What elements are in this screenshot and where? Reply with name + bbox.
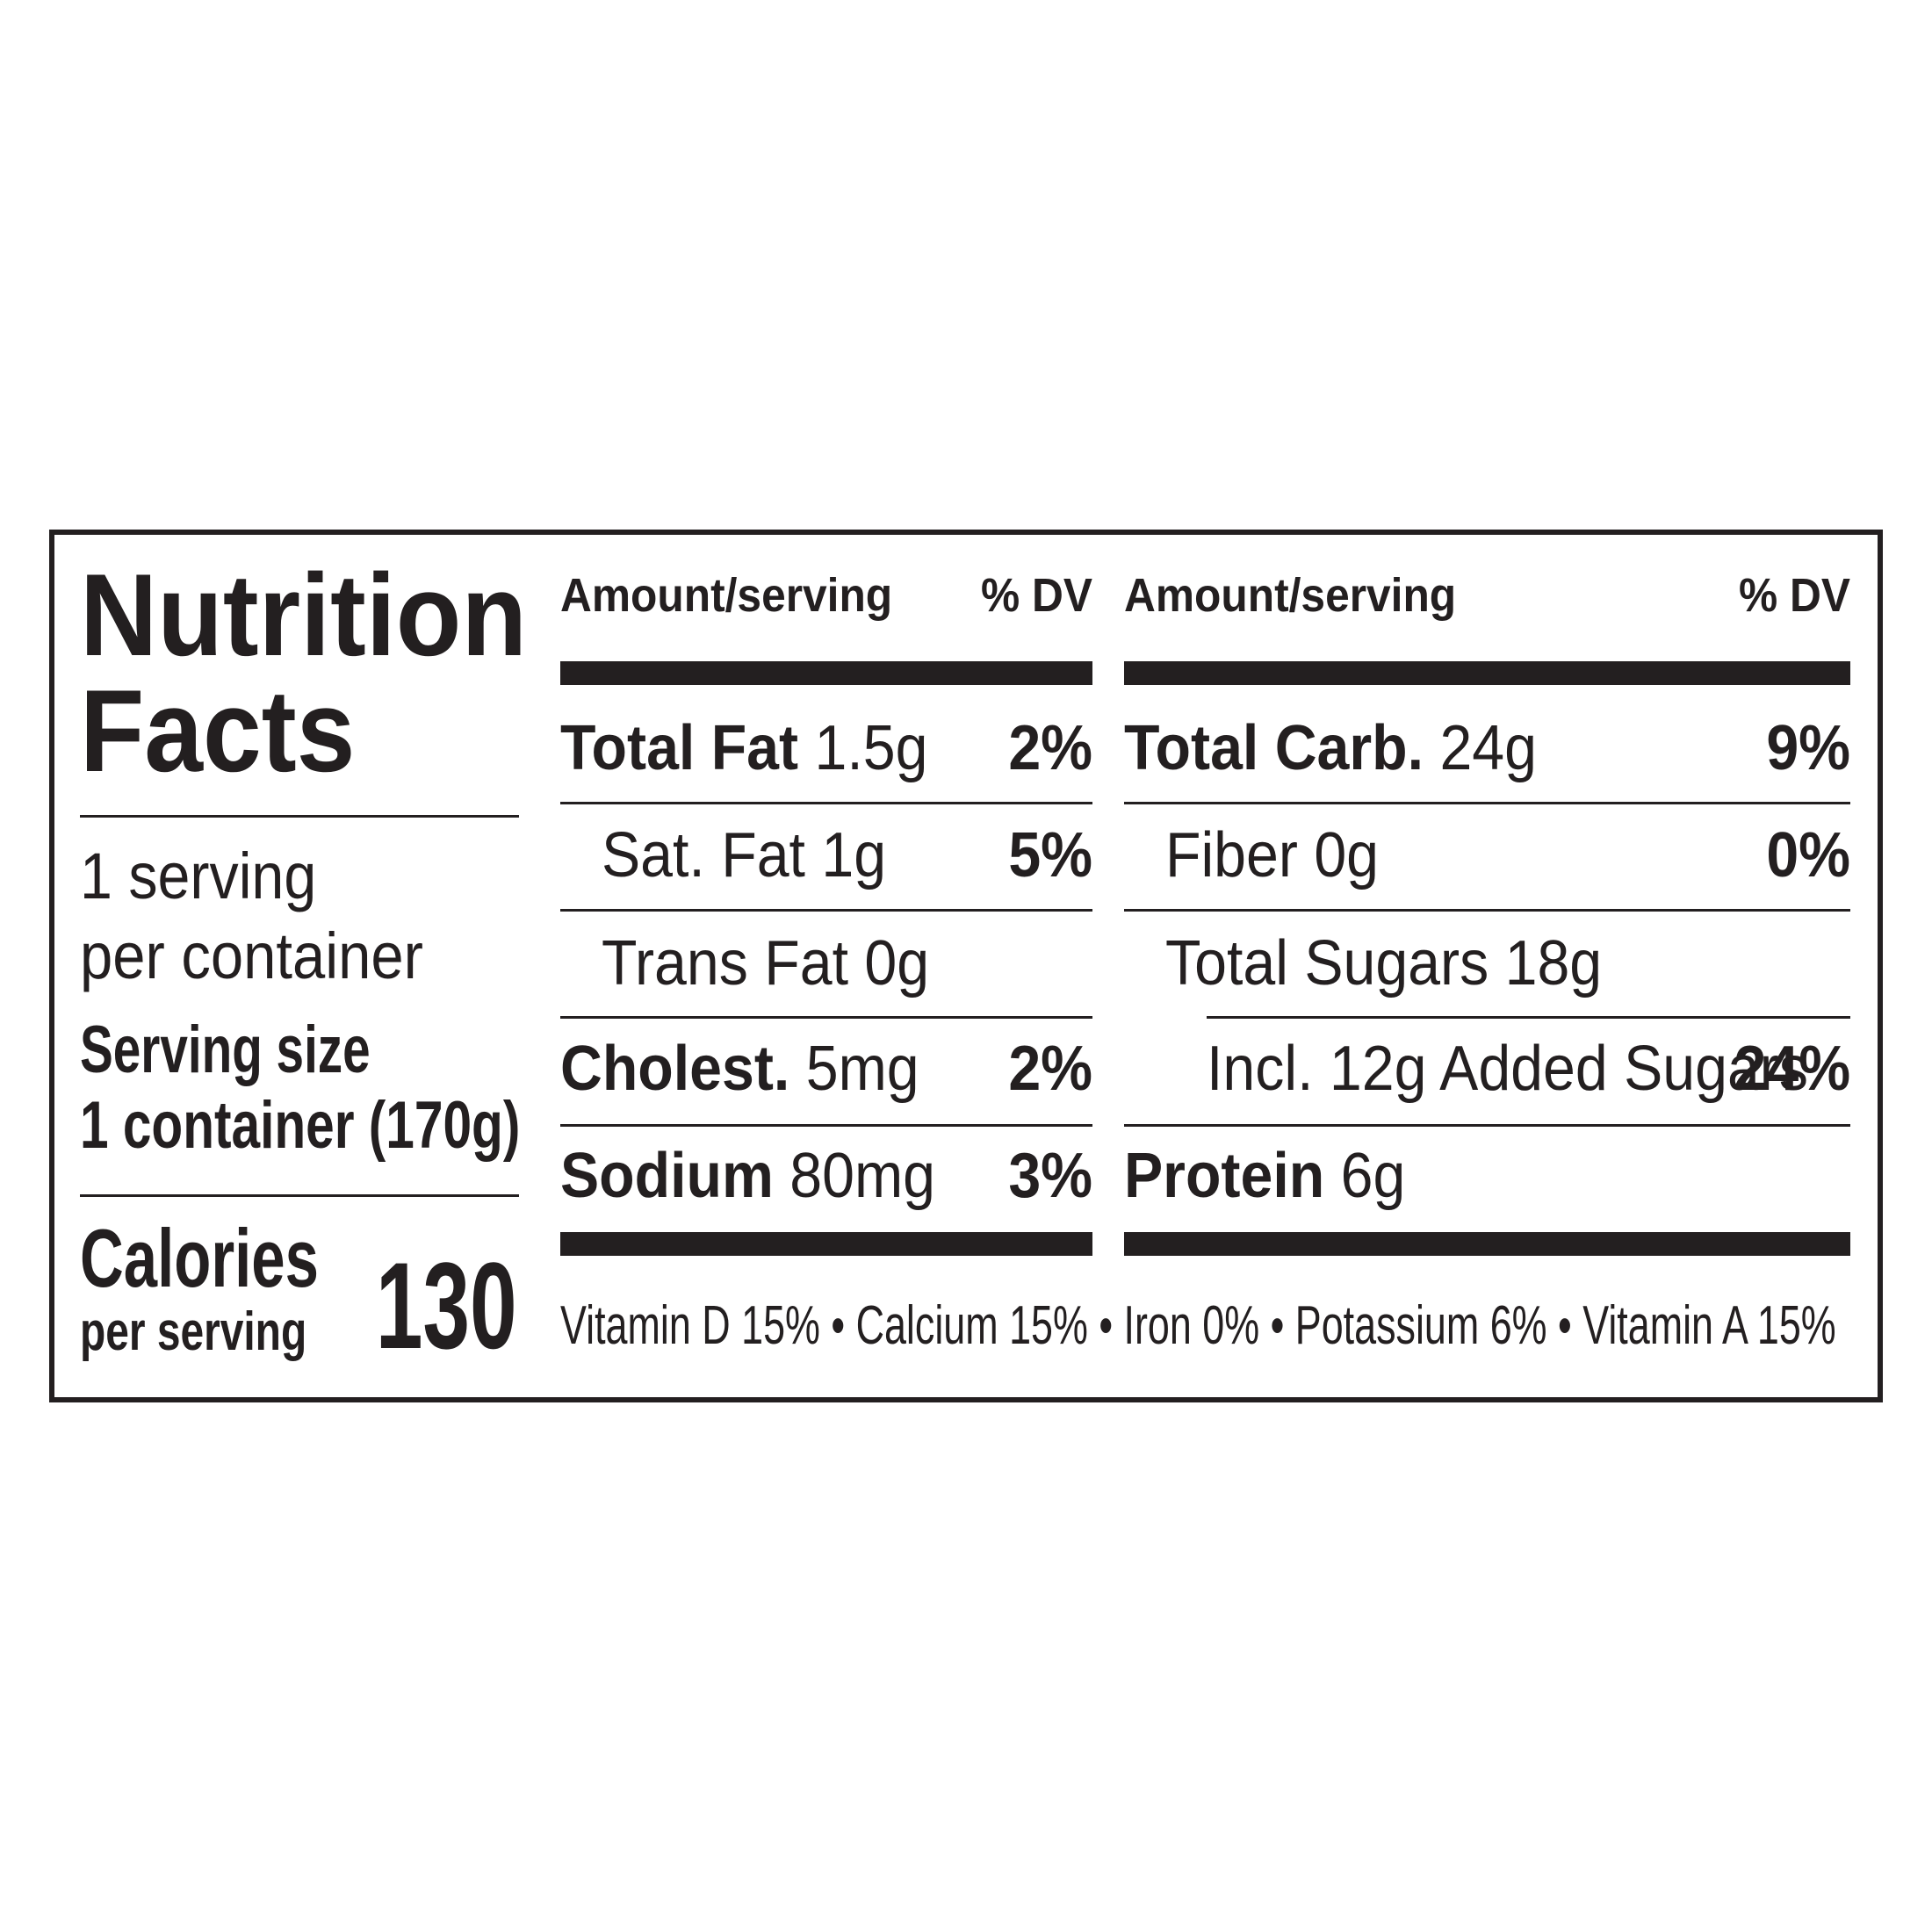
calories-sublabel: per serving <box>80 1301 307 1363</box>
nutrient-name: Total Fat <box>560 712 799 783</box>
servings: 1 serving <box>80 840 317 913</box>
vitamin: Potassium 6% <box>1294 1295 1547 1357</box>
nutrient-row: Total Sugars 18g <box>1165 932 1602 995</box>
vitamin: Vitamin D 15% <box>560 1295 820 1357</box>
label-border <box>49 530 1883 1402</box>
row-line <box>560 1016 1092 1019</box>
servings: per container <box>80 919 423 993</box>
header-amount: Amount/serving <box>560 569 893 623</box>
nutrient-name: Total Carb. <box>1124 712 1424 783</box>
separator: • <box>831 1295 846 1357</box>
nutrient-amount: 6g <box>1340 1140 1406 1211</box>
divider <box>80 1194 519 1197</box>
nutrient-amount: 0g <box>1314 819 1380 890</box>
separator: • <box>1099 1295 1114 1357</box>
vitamin: Vitamin A 15% <box>1582 1295 1836 1357</box>
daily-value: 24% <box>1734 1033 1850 1104</box>
nutrient-amount: 24g <box>1439 712 1537 783</box>
daily-value: 2% <box>1008 712 1092 783</box>
nutrient-name: Sat. Fat <box>602 819 805 890</box>
row-line <box>560 802 1092 804</box>
nutrient-amount: 1.5g <box>814 712 928 783</box>
title: Facts <box>80 666 356 797</box>
serving-size-value: 1 container (170g) <box>80 1088 521 1164</box>
nutrient-row: Cholest. 5mg <box>560 1037 919 1100</box>
thick-bar <box>560 1232 1092 1256</box>
nutrient-row: Trans Fat 0g <box>602 932 929 995</box>
thick-bar <box>1124 1232 1850 1256</box>
nutrient-row: Protein 6g <box>1124 1144 1405 1208</box>
nutrient-name: Trans Fat <box>602 927 848 998</box>
nutrient-amount: 5mg <box>805 1033 919 1104</box>
row-line <box>1124 1124 1850 1127</box>
nutrient-row: Total Fat 1.5g <box>560 717 927 780</box>
calories-value: 130 <box>376 1236 517 1374</box>
daily-value: 5% <box>1008 819 1092 890</box>
header-amount: Amount/serving <box>1124 569 1457 623</box>
nutrient-name: Fiber <box>1165 819 1298 890</box>
separator: • <box>1558 1295 1572 1357</box>
row-line <box>1207 1016 1850 1019</box>
separator: • <box>1270 1295 1285 1357</box>
row-line <box>1124 802 1850 804</box>
thick-bar <box>560 661 1092 685</box>
nutrient-amount: 1g <box>821 819 887 890</box>
row-line <box>560 1124 1092 1127</box>
header-dv: % DV <box>1738 569 1850 623</box>
nutrient-amount: 0g <box>864 927 930 998</box>
row-line <box>1124 909 1850 912</box>
daily-value: 3% <box>1008 1140 1092 1211</box>
nutrient-row: Fiber 0g <box>1165 824 1379 887</box>
nutrient-row: Total Carb. 24g <box>1124 717 1537 780</box>
header-dv: % DV <box>980 569 1092 623</box>
nutrient-name: Sodium <box>560 1140 774 1211</box>
title: Nutrition <box>80 550 528 681</box>
row-line <box>560 909 1092 912</box>
daily-value: 2% <box>1008 1033 1092 1104</box>
nutrient-name: Cholest. <box>560 1033 790 1104</box>
nutrient-name: Protein <box>1124 1140 1325 1211</box>
daily-value: 0% <box>1766 819 1850 890</box>
nutrient-row: Sat. Fat 1g <box>602 824 886 887</box>
vitamin: Calcium 15% <box>855 1295 1088 1357</box>
serving-size-label: Serving size <box>80 1013 371 1088</box>
calories-label: Calories <box>80 1212 319 1305</box>
thick-bar <box>1124 661 1850 685</box>
nutrient-row: Sodium 80mg <box>560 1144 935 1208</box>
footer-vitamins: Vitamin D 15% • Calcium 15% • Iron 0% • … <box>560 1299 1836 1353</box>
nutrient-name: Total Sugars <box>1165 927 1489 998</box>
nutrient-amount: 18g <box>1504 927 1603 998</box>
vitamin: Iron 0% <box>1123 1295 1260 1357</box>
nutrient-amount: 80mg <box>789 1140 935 1211</box>
divider <box>80 815 519 818</box>
nutrient-name: Incl. 12g Added Sugars <box>1207 1033 1808 1104</box>
nutrient-row: Incl. 12g Added Sugars <box>1207 1037 1808 1100</box>
daily-value: 9% <box>1766 712 1850 783</box>
